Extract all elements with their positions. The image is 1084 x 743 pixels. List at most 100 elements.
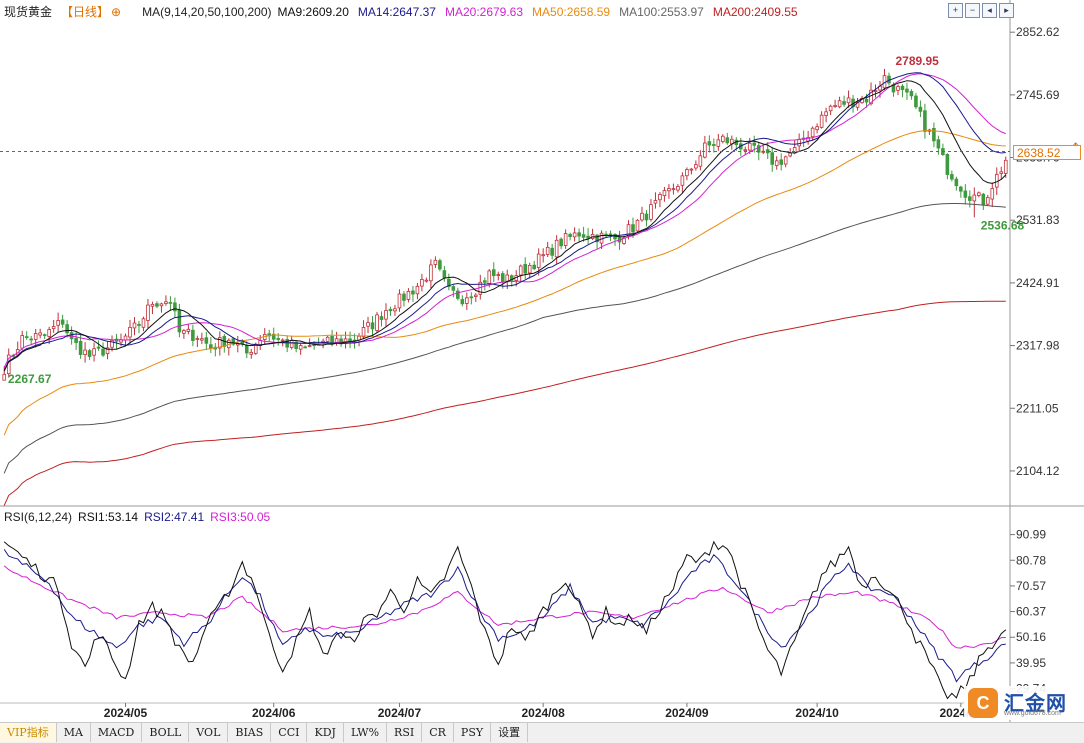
candle-down: [581, 234, 586, 238]
tab-bias[interactable]: BIAS: [228, 723, 272, 742]
candle-down: [177, 309, 182, 333]
next-icon[interactable]: ▸: [999, 3, 1014, 18]
candle-down: [586, 235, 590, 239]
ma100-value: MA100:2553.97: [619, 5, 704, 19]
rsi-tick-label: 39.95: [1016, 656, 1046, 670]
candle-up: [788, 152, 792, 157]
period-settings-icon[interactable]: ⊕: [111, 5, 122, 19]
price-tick-label: 2317.98: [1016, 339, 1060, 353]
candle-up: [20, 335, 25, 349]
candle-up: [415, 285, 420, 295]
candle-down: [905, 88, 909, 93]
candle-up: [599, 232, 604, 244]
candle-up: [141, 318, 146, 328]
candle-up: [667, 188, 671, 192]
candle-down: [604, 233, 608, 236]
time-tick-label: 2024/10: [795, 706, 839, 720]
tab-psy[interactable]: PSY: [454, 723, 492, 742]
candle-down: [101, 348, 105, 356]
tab-boll[interactable]: BOLL: [142, 723, 190, 742]
candle-down: [923, 110, 927, 132]
price-tick-label: 2852.62: [1016, 25, 1060, 39]
candle-down: [65, 324, 69, 334]
candle-up: [774, 160, 779, 166]
candle-up: [51, 326, 56, 329]
tab-vip[interactable]: VIP指标: [0, 723, 57, 742]
candle-down: [712, 144, 716, 146]
tab-rsi[interactable]: RSI: [387, 723, 423, 742]
prev-icon[interactable]: ◂: [982, 3, 997, 18]
candle-down: [379, 316, 384, 320]
candle-up: [563, 233, 568, 246]
logo-url: www.gold678.com: [1004, 710, 1061, 717]
candle-up: [783, 156, 788, 165]
candle-up: [676, 186, 680, 191]
candle-up: [200, 338, 204, 341]
candle-down: [945, 154, 950, 175]
price-tick-label: 2531.83: [1016, 213, 1060, 227]
tab-macd[interactable]: MACD: [91, 723, 143, 742]
candle-up: [420, 279, 424, 287]
candle-down: [644, 213, 649, 221]
rsi-tick-label: 70.57: [1016, 579, 1046, 593]
candle-up: [83, 349, 87, 355]
chart-toolbar: + − ◂ ▸: [948, 3, 1016, 19]
time-tick-label: 2024/09: [665, 706, 709, 720]
tab-settings[interactable]: 设置: [491, 723, 529, 742]
candle-up: [721, 135, 725, 143]
candle-up: [406, 290, 411, 300]
candle-up: [743, 149, 748, 152]
candle-up: [747, 142, 752, 151]
zoom-out-icon[interactable]: −: [965, 3, 980, 18]
candle-down: [209, 344, 213, 349]
tab-kdj[interactable]: KDJ: [307, 723, 344, 742]
current-price-tag: 2638.52: [1013, 145, 1081, 160]
rsi3-value: RSI3:50.05: [210, 510, 271, 524]
candle-up: [671, 188, 676, 191]
candle-up: [361, 327, 366, 338]
candle-up: [810, 127, 815, 138]
candle-up: [249, 351, 254, 355]
candle-down: [631, 224, 635, 233]
candle-up: [662, 190, 667, 197]
rsi-tick-label: 50.16: [1016, 630, 1046, 644]
period-label[interactable]: 【日线】: [61, 5, 110, 19]
candle-down: [500, 273, 505, 283]
candle-down: [954, 178, 959, 187]
candle-up: [689, 168, 694, 171]
candle-up: [105, 347, 110, 355]
candle-up: [999, 171, 1004, 174]
tab-ma[interactable]: MA: [57, 723, 91, 742]
candle-down: [370, 322, 375, 330]
rsi1-line: [3, 540, 1007, 700]
candle-down: [402, 293, 406, 301]
candle-up: [869, 89, 873, 105]
tab-vol[interactable]: VOL: [189, 723, 229, 742]
candle-up: [146, 304, 150, 321]
candle-up: [797, 138, 801, 147]
ma-label: MA(9,14,20,50,100,200): [142, 5, 272, 19]
candle-down: [87, 350, 92, 357]
ma50-line: [3, 130, 1006, 436]
time-tick-label: 2024/07: [378, 706, 422, 720]
candle-down: [864, 98, 869, 103]
candle-up: [896, 86, 900, 91]
candle-down: [918, 106, 923, 112]
candle-down: [60, 319, 65, 325]
candle-down: [770, 152, 775, 165]
ma200-value: MA200:2409.55: [712, 5, 798, 19]
candle-up: [977, 192, 981, 196]
zoom-in-icon[interactable]: +: [948, 3, 963, 18]
candle-down: [330, 335, 334, 344]
candle-down: [74, 337, 78, 343]
candle-up: [685, 169, 689, 177]
candle-up: [487, 270, 492, 285]
candle-up: [703, 142, 707, 158]
tab-cr[interactable]: CR: [422, 723, 454, 742]
tab-lw[interactable]: LW%: [344, 723, 388, 742]
tab-cci[interactable]: CCI: [271, 723, 308, 742]
candle-up: [815, 126, 819, 131]
candle-up: [474, 294, 478, 297]
price-chart[interactable]: 2852.622745.692638.762531.832424.912317.…: [0, 0, 1084, 722]
candle-up: [110, 339, 114, 348]
